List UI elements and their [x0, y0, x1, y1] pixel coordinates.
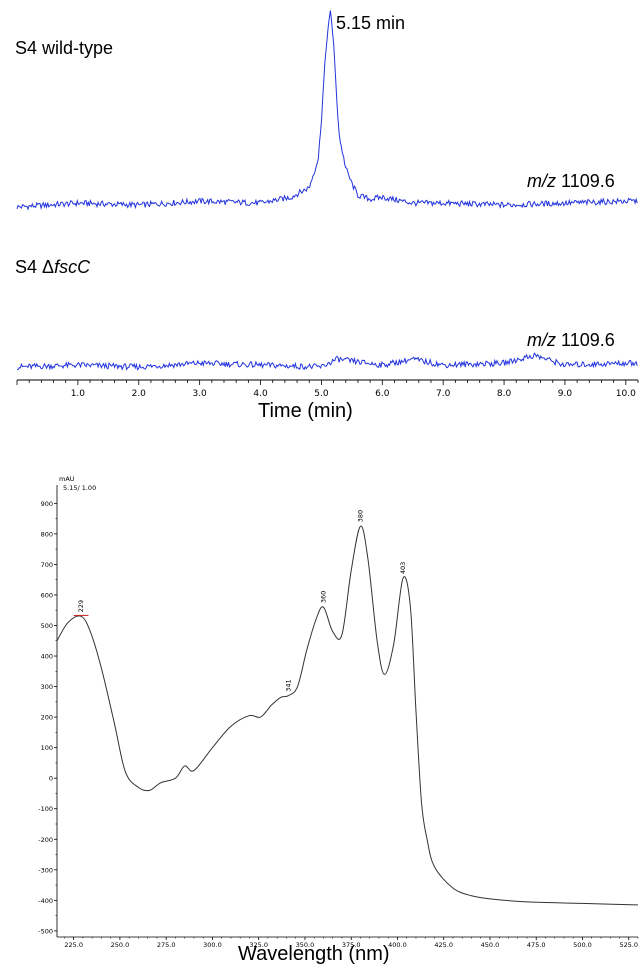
uv-y-tick-label: 300	[41, 683, 53, 691]
uv-y-tick-label: -500	[38, 927, 53, 935]
uv-y-tick-label: -300	[38, 866, 53, 874]
uv-x-tick-label: 325.0	[249, 941, 268, 949]
uv-peak-label: 380	[356, 510, 364, 522]
uv-peak-label: 341	[284, 679, 292, 691]
time-tick-label: 2.0	[132, 389, 147, 399]
uv-x-tick-label: 425.0	[434, 941, 453, 949]
peak-annotation: 5.15 min	[336, 13, 406, 33]
ion-label-bottom-mz: m/z	[527, 330, 556, 350]
uv-x-tick-label: 225.0	[64, 941, 83, 949]
uv-y-tick-label: 500	[41, 622, 53, 630]
uv-header-label: 5.15/ 1.00	[63, 484, 96, 492]
uv-y-tick-label: 900	[41, 500, 53, 508]
sample-label-knockout-prefix: S4	[15, 257, 43, 277]
uv-y-tick-label: 800	[41, 530, 53, 538]
uv-peak-label: 360	[319, 591, 327, 603]
ion-label-top: m/z 1109.6	[527, 171, 615, 192]
uv-y-tick-label: 400	[41, 653, 53, 661]
wild-type-trace	[16, 10, 638, 211]
knockout-trace	[16, 352, 638, 371]
uv-x-tick-label: 350.0	[296, 941, 315, 949]
ion-label-bottom-value: 1109.6	[561, 330, 615, 350]
uv-x-tick-label: 275.0	[157, 941, 176, 949]
sample-label-knockout-delta: Δ	[42, 257, 55, 277]
time-tick-label: 6.0	[375, 389, 390, 399]
time-tick-label: 7.0	[436, 389, 451, 399]
time-tick-label: 8.0	[497, 389, 512, 399]
time-axis-title: Time (min)	[258, 400, 353, 422]
ion-label-top-value: 1109.6	[561, 171, 615, 191]
uv-spectrum-trace	[56, 525, 639, 906]
uv-y-tick-label: 700	[41, 561, 53, 569]
ion-label-bottom: m/z 1109.6	[527, 330, 615, 351]
time-tick-label: 3.0	[192, 389, 207, 399]
time-tick-label: 9.0	[558, 389, 573, 399]
sample-label-knockout: S4 ΔfscC	[15, 257, 90, 278]
uv-peak-label: 403	[399, 562, 407, 574]
uv-y-tick-label: -400	[38, 897, 53, 905]
uv-x-tick-label: 450.0	[481, 941, 500, 949]
uv-x-tick-label: 250.0	[111, 941, 130, 949]
uv-x-tick-label: 375.0	[342, 941, 361, 949]
sample-label-wild-type: S4 wild-type	[15, 38, 114, 58]
uv-x-tick-label: 475.0	[527, 941, 546, 949]
time-tick-label: 10.0	[616, 389, 636, 399]
time-tick-label: 1.0	[71, 389, 86, 399]
uv-x-tick-label: 500.0	[573, 941, 592, 949]
uv-y-tick-label: 600	[41, 591, 53, 599]
uv-x-tick-label: 400.0	[388, 941, 407, 949]
uv-y-tick-label: 100	[41, 744, 53, 752]
time-tick-label: 4.0	[253, 389, 268, 399]
uv-x-tick-label: 525.0	[619, 941, 638, 949]
uv-y-tick-label: -100	[38, 805, 53, 813]
uv-y-tick-label: 200	[41, 714, 53, 722]
time-tick-label: 5.0	[314, 389, 329, 399]
ion-label-top-mz: m/z	[527, 171, 556, 191]
uv-y-tick-label: -200	[38, 836, 53, 844]
uv-y-unit-label: mAU	[59, 475, 75, 483]
uv-peak-label: 229	[77, 600, 85, 612]
uv-y-tick-label: 0	[49, 775, 53, 783]
uv-x-tick-label: 300.0	[203, 941, 222, 949]
wavelength-axis-title: Wavelength (nm)	[238, 943, 390, 965]
sample-label-knockout-gene: fscC	[54, 257, 91, 277]
